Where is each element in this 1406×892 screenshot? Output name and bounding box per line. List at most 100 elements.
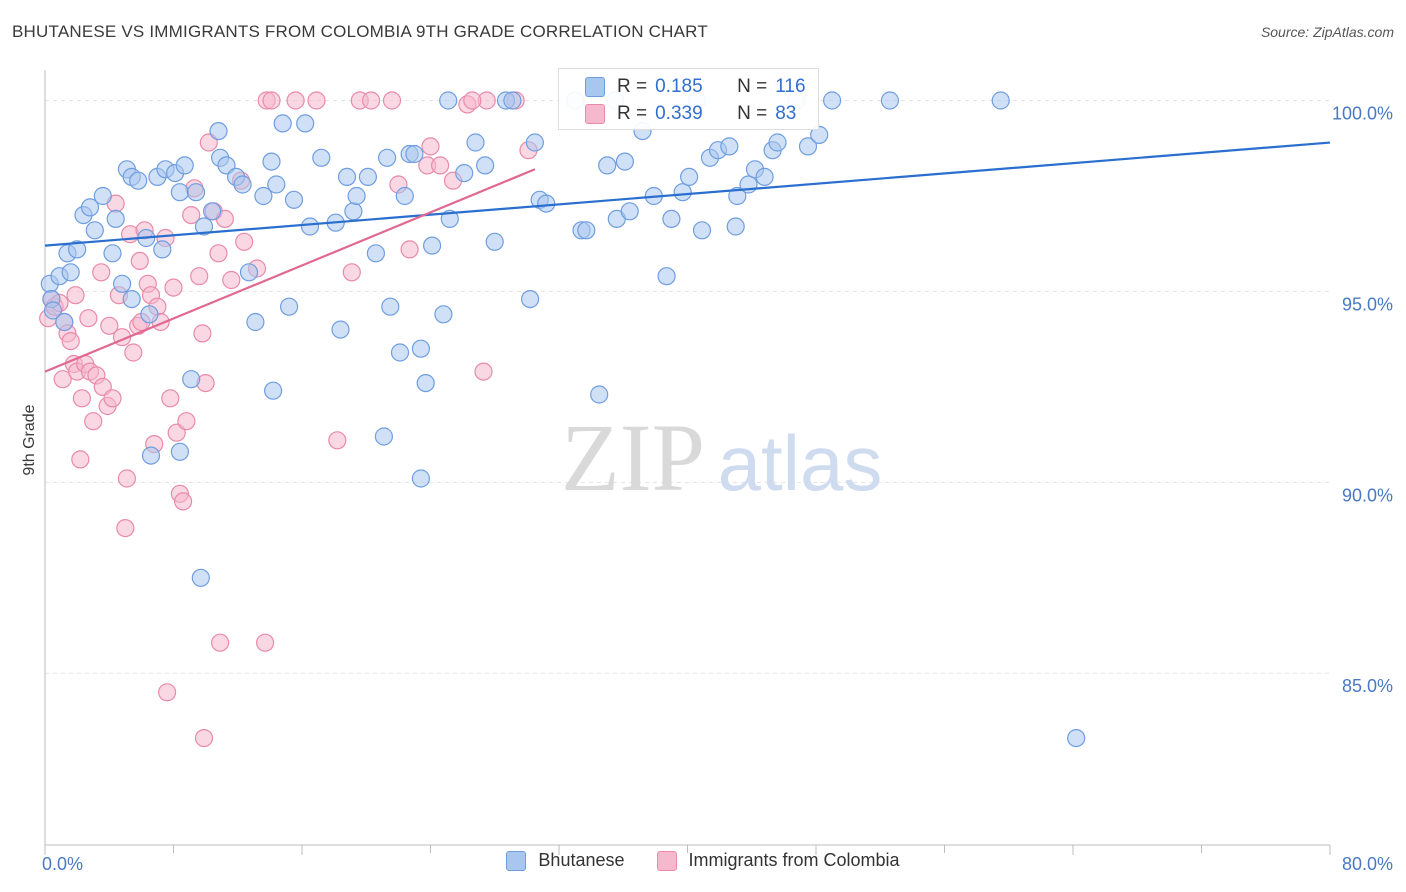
bhutanese-point	[503, 91, 522, 110]
bhutanese-point	[439, 91, 458, 110]
colombia-point	[209, 244, 228, 263]
bhutanese-point	[239, 263, 259, 282]
colombia-point	[211, 633, 230, 652]
bhutanese-point	[93, 186, 112, 206]
bhutanese-point	[254, 186, 273, 206]
legend-r-value: 0.339	[655, 103, 703, 124]
bhutanese-point	[358, 167, 377, 186]
bhutanese-point	[209, 122, 228, 141]
bhutanese-point	[615, 152, 635, 171]
bhutanese-point	[662, 209, 681, 228]
watermark: ZIP atlas	[561, 404, 882, 511]
bhutanese-point	[768, 133, 787, 152]
series-legend: Bhutanese Immigrants from Colombia	[0, 850, 1406, 871]
bhutanese-point	[520, 290, 540, 309]
colombia-point	[79, 309, 98, 328]
y-tick-label: 85.0%	[1342, 676, 1393, 696]
legend-n-value: 83	[775, 103, 797, 124]
colombia-point	[124, 343, 143, 362]
colombia-point	[342, 263, 361, 282]
colombia-point	[193, 324, 212, 343]
tick-labels: 85.0% 90.0% 95.0% 100.0% 0.0% 80.0%	[42, 104, 1393, 874]
watermark-atlas: atlas	[718, 419, 883, 507]
legend-label-colombia: Immigrants from Colombia	[688, 850, 900, 870]
colombia-point	[421, 137, 440, 156]
colombia-point	[474, 362, 493, 381]
legend-n-label: N =	[737, 76, 768, 97]
bhutanese-point	[284, 190, 304, 209]
colombia-point	[84, 412, 103, 431]
bhutanese-point	[577, 221, 596, 240]
bhutanese-point	[728, 186, 747, 206]
bhutanese-point	[455, 164, 474, 183]
legend-item-colombia: Immigrants from Colombia	[656, 850, 900, 871]
bhutanese-point	[296, 114, 315, 133]
bhutanese-point	[798, 137, 818, 156]
bhutanese-point	[485, 232, 504, 251]
bhutanese-point	[191, 568, 210, 587]
colombia-point	[71, 450, 90, 469]
bhutanese-point	[755, 167, 774, 186]
bhutanese-point	[85, 221, 104, 240]
watermark-zip: ZIP	[561, 404, 705, 511]
bhutanese-point	[405, 144, 424, 164]
bhutanese-point	[810, 125, 829, 144]
bhutanese-point	[598, 156, 617, 175]
colombia-trend-line	[44, 168, 536, 373]
bhutanese-point	[112, 274, 132, 293]
bhutanese-point	[423, 236, 442, 255]
bhutanese-point	[440, 209, 459, 228]
bhutanese-point	[692, 221, 712, 240]
bhutanese-point	[280, 297, 299, 316]
bhutanese-point	[80, 198, 100, 217]
colombia-point	[72, 389, 92, 408]
pink-swatch-icon	[656, 850, 677, 871]
source-label: Source: ZipAtlas.com	[1260, 24, 1394, 40]
bhutanese-point	[106, 209, 125, 228]
colombia-point	[431, 156, 450, 175]
bhutanese-point	[537, 194, 556, 213]
colombia-point	[92, 263, 111, 282]
colombia-point	[362, 91, 381, 110]
bhutanese-point	[67, 240, 87, 259]
bhutanese-point	[657, 267, 676, 286]
colombia-point	[61, 332, 80, 351]
bhutanese-point	[103, 244, 122, 263]
y-tick-label: 95.0%	[1342, 294, 1393, 314]
colombia-point	[116, 518, 135, 538]
bhutanese-point	[61, 263, 80, 282]
bhutanese-point	[129, 171, 148, 190]
bhutanese-point	[186, 183, 206, 202]
colombia-point	[130, 251, 149, 270]
colombia-point	[463, 91, 482, 110]
colombia-point	[161, 389, 180, 408]
bhutanese-point	[395, 186, 414, 206]
bhutanese-point	[374, 427, 393, 446]
bhutanese-point	[411, 339, 430, 358]
colombia-point	[53, 370, 72, 389]
colombia-point	[256, 633, 275, 652]
legend-row-colombia: R = 0.339 N = 83	[559, 101, 796, 127]
bhutanese-point	[312, 148, 331, 167]
bhutanese-point	[203, 202, 222, 221]
bhutanese-point	[273, 114, 292, 133]
bhutanese-point	[43, 301, 63, 320]
colombia-point	[307, 91, 326, 110]
chart-title: BHUTANESE VS IMMIGRANTS FROM COLOMBIA 9T…	[12, 22, 708, 41]
bhutanese-point	[233, 175, 252, 194]
bhutanese-point	[347, 186, 366, 206]
bhutanese-point	[182, 370, 201, 389]
y-tick-label: 90.0%	[1342, 485, 1393, 505]
colombia-point	[400, 240, 419, 259]
bhutanese-point	[476, 156, 495, 175]
bhutanese-point	[673, 183, 692, 202]
colombia-point	[182, 206, 201, 225]
colombia-point	[66, 286, 85, 305]
blue-swatch-icon	[506, 850, 527, 871]
legend-r-label: R =	[617, 103, 648, 124]
bhutanese-point	[337, 167, 357, 186]
bhutanese-point	[122, 290, 141, 309]
bhutanese-point	[466, 133, 485, 152]
bhutanese-point	[991, 91, 1010, 110]
